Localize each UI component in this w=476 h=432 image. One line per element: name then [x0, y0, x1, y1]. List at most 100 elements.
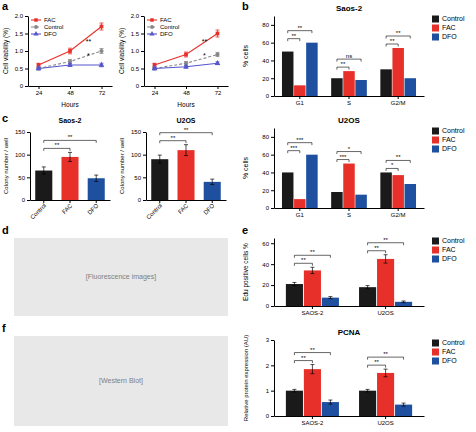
panel-label: d — [2, 224, 9, 236]
marker — [99, 62, 105, 67]
panel-label: f — [2, 322, 6, 334]
legend-item: DFO — [31, 31, 57, 37]
error-bar — [366, 286, 370, 289]
legend-swatch — [432, 256, 439, 263]
tick-label: FAC — [61, 202, 74, 215]
tick-label: 1.0 — [131, 48, 140, 54]
axis-line — [275, 306, 425, 307]
bar — [151, 159, 168, 200]
tick: SAOS-2 — [301, 416, 324, 426]
tick-mark — [141, 69, 144, 70]
marker — [36, 65, 42, 70]
tick: SAOS-2 — [301, 306, 324, 316]
bar — [61, 157, 78, 200]
tick-label: Control — [29, 203, 47, 221]
significance-label: ** — [184, 127, 189, 133]
legend-label: Control — [442, 15, 465, 22]
significance-label: ** — [55, 142, 60, 148]
tick-label: 20 — [262, 188, 269, 194]
significance-bracket — [44, 148, 70, 151]
significance-bracket — [386, 160, 410, 163]
tick-label: U2OS — [377, 310, 393, 316]
significance-bracket — [288, 151, 300, 154]
panel: 00.51.01.52.0244872***HoursCell viabilit… — [118, 13, 229, 108]
legend-swatch — [432, 34, 439, 41]
tick-mark — [271, 25, 274, 26]
annotation: * — [203, 52, 206, 59]
legend-label: Control — [160, 24, 179, 30]
error-bar — [310, 267, 314, 273]
tick-mark — [143, 200, 146, 201]
tick-mark — [299, 208, 300, 211]
panel-label: b — [242, 0, 249, 12]
legend-item: FAC — [432, 246, 456, 253]
legend-marker — [150, 18, 153, 21]
tick-label: G2/M — [391, 212, 406, 218]
error-bar — [402, 403, 406, 406]
tick: 20 — [262, 282, 274, 288]
significance-bracket — [368, 365, 386, 368]
bar — [331, 192, 342, 208]
plot-area — [286, 255, 412, 306]
series-line — [39, 27, 102, 66]
tick: 1.0 — [131, 48, 144, 54]
y-axis: 050100150 — [131, 129, 147, 203]
y-axis-label: Relative protein expression (AU) — [243, 335, 249, 421]
tick-label: 150 — [131, 129, 142, 135]
tick: 20 — [262, 188, 274, 194]
tick-mark — [349, 208, 350, 211]
tick-mark — [143, 155, 146, 156]
significance-label: ** — [374, 359, 379, 365]
tick: 72 — [215, 86, 222, 96]
legend-item: FAC — [147, 17, 172, 23]
tick: 0 — [266, 303, 274, 309]
tick-label: 72 — [99, 90, 106, 96]
significance-label: ** — [310, 347, 315, 353]
significance-label: ** — [68, 134, 73, 140]
tick: 1 — [266, 388, 274, 394]
tick: 80 — [262, 134, 274, 140]
bar — [35, 171, 52, 200]
significance-bracket — [386, 36, 410, 39]
marker — [100, 25, 104, 29]
bar — [177, 150, 194, 200]
tick-label: DFO — [202, 202, 215, 215]
significance-bracket — [294, 353, 330, 356]
tick: 40 — [262, 170, 274, 176]
tick-mark — [102, 86, 103, 89]
title: PCNA — [338, 328, 361, 337]
tick-label: S — [347, 212, 351, 218]
tick-mark — [70, 200, 71, 203]
y-axis-label: Cell viability (%) — [2, 28, 10, 74]
tick-label: 24 — [36, 90, 43, 96]
tick-label: 0 — [20, 83, 24, 89]
tick-label: SAOS-2 — [301, 420, 324, 426]
tick-mark — [27, 177, 30, 178]
bar — [343, 164, 354, 208]
tick: 0.5 — [131, 66, 144, 72]
tick: 100 — [131, 152, 146, 158]
error-bar — [216, 30, 220, 37]
plot-area — [35, 152, 105, 200]
legend: ControlFACDFO — [432, 339, 465, 364]
x-axis: SAOS-2 U2OS — [275, 306, 425, 316]
legend-swatch — [432, 16, 439, 23]
tick-mark — [141, 86, 144, 87]
bar — [294, 85, 305, 96]
legend-label: DFO — [442, 357, 457, 364]
legend-item: DFO — [432, 33, 457, 40]
error-bar — [184, 52, 188, 57]
tick-mark — [312, 306, 313, 309]
legend: FACControlDFO — [147, 17, 179, 37]
tick-mark — [271, 78, 274, 79]
significance-bracket — [160, 141, 186, 144]
tick-label: FAC — [177, 202, 190, 215]
tick: 0 — [136, 83, 144, 89]
annotation: ** — [86, 38, 92, 45]
tick: G2/M — [391, 96, 406, 106]
marker — [68, 49, 72, 53]
axis-line — [274, 239, 275, 307]
tick-label: G2/M — [391, 100, 406, 106]
panel: d[Fluorescence images] — [2, 224, 228, 316]
tick-label: 0 — [138, 197, 142, 203]
